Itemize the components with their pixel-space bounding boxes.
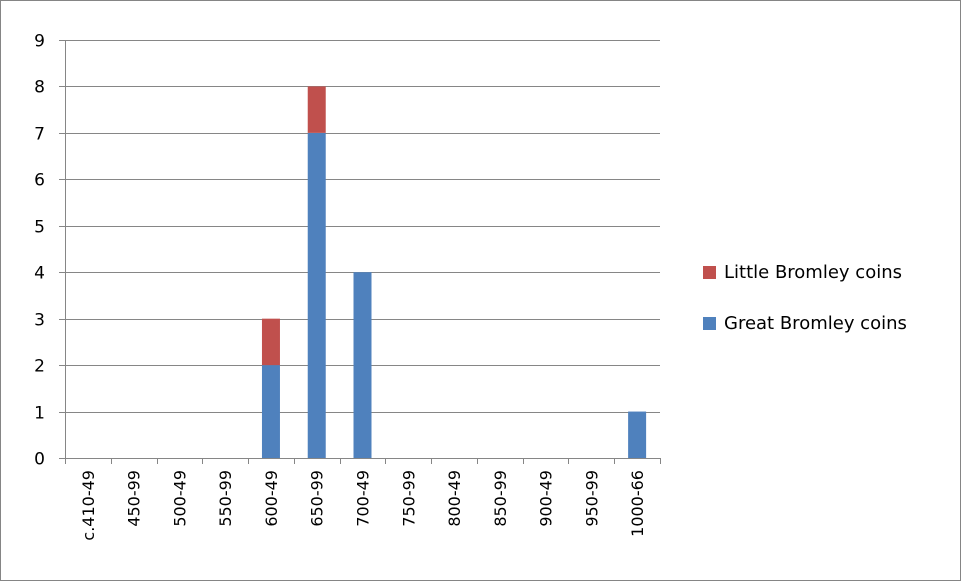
x-tick-label-9: 850-99	[491, 470, 510, 527]
x-tick-label-11: 950-99	[582, 470, 601, 527]
y-tick-label-1: 1	[34, 404, 45, 424]
bar-little-bromley-4	[261, 318, 280, 366]
x-tick-label-0: c.410-49	[79, 470, 98, 541]
legend-swatch-little-bromley-coins	[703, 266, 716, 279]
legend-label-little-bromley-coins: Little Bromley coins	[724, 262, 902, 283]
legend-label-great-bromley-coins: Great Bromley coins	[724, 313, 907, 334]
y-tick-label-7: 7	[34, 125, 45, 145]
x-tick-label-2: 500-49	[170, 470, 189, 527]
x-tick-label-10: 900-49	[537, 470, 556, 527]
bar-little-bromley-5	[307, 86, 326, 133]
bars	[261, 86, 647, 458]
bar-great-bromley-12	[628, 411, 647, 458]
legend: Little Bromley coins Great Bromley coins	[703, 262, 907, 334]
y-tick-label-6: 6	[34, 171, 45, 191]
y-tick-label-2: 2	[34, 357, 45, 377]
x-tick-label-6: 700-49	[354, 470, 373, 527]
x-tick-label-3: 550-99	[216, 470, 235, 527]
axes	[59, 40, 660, 464]
bar-great-bromley-6	[353, 272, 372, 458]
y-tick-label-8: 8	[34, 78, 45, 98]
y-tick-label-0: 0	[34, 450, 45, 470]
y-tick-label-3: 3	[34, 311, 45, 331]
y-tick-label-5: 5	[34, 218, 45, 238]
y-axis-ticks: 0 1 2 3 4 5 6 7 8 9	[34, 32, 65, 470]
y-tick-label-9: 9	[34, 32, 45, 52]
x-tick-label-7: 750-99	[399, 470, 418, 527]
legend-swatch-great-bromley-coins	[703, 317, 716, 330]
bar-great-bromley-5	[307, 132, 326, 458]
x-tick-label-4: 600-49	[262, 470, 281, 527]
bar-great-bromley-4	[261, 365, 280, 458]
x-axis-ticks: c.410-49 450-99 500-49 550-99 600-49 650-99 70…	[65, 458, 661, 541]
x-tick-label-1: 450-99	[125, 470, 144, 527]
gridlines	[65, 40, 660, 413]
x-tick-label-5: 650-99	[308, 470, 327, 527]
x-tick-label-12: 1000-66	[628, 470, 647, 537]
x-tick-label-8: 800-49	[445, 470, 464, 527]
y-tick-label-4: 4	[34, 264, 45, 284]
